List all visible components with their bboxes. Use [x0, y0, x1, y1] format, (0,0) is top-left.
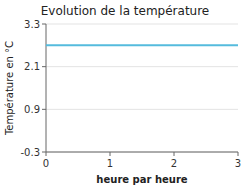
- grid-line: [46, 24, 238, 25]
- y-axis-label: Température en °C: [4, 41, 15, 136]
- x-tick-label: 0: [43, 158, 49, 169]
- x-tick: [46, 152, 47, 156]
- y-tick-label: 0.9: [24, 104, 40, 115]
- plot-area: [46, 45, 238, 46]
- data-line: [46, 44, 238, 46]
- x-tick: [238, 152, 239, 156]
- x-tick-label: 1: [107, 158, 113, 169]
- x-tick-label: 3: [235, 158, 241, 169]
- y-tick-label: 3.3: [24, 19, 40, 30]
- y-tick-label: -0.3: [20, 147, 40, 158]
- grid-line: [46, 66, 238, 67]
- x-tick: [110, 152, 111, 156]
- grid-line: [46, 109, 238, 110]
- y-tick-label: 2.1: [24, 61, 40, 72]
- y-tick: [42, 109, 46, 110]
- x-axis-line: [46, 152, 238, 153]
- grid-line: [46, 152, 238, 153]
- chart-svg: -0.3 0.9 2.1 3.3 0 1 2 3 Evolution de la tempéra…: [0, 0, 250, 188]
- y-axis-line: [46, 24, 47, 152]
- y-tick: [42, 66, 46, 67]
- chart-container: -0.3 0.9 2.1 3.3 0 1 2 3 Evolution de la tempéra…: [0, 0, 250, 188]
- x-axis-label: heure par heure: [96, 174, 187, 185]
- y-tick: [42, 152, 46, 153]
- x-tick-label: 2: [171, 158, 177, 169]
- chart-title: Evolution de la température: [41, 4, 210, 18]
- x-tick: [174, 152, 175, 156]
- y-tick: [42, 24, 46, 25]
